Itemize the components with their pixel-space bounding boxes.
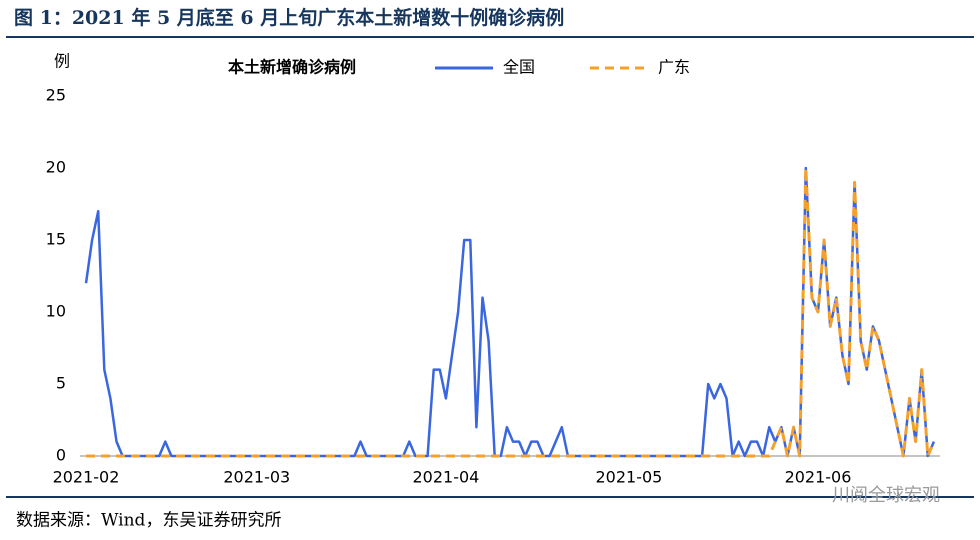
y-tick-label: 15	[46, 230, 66, 249]
x-tick-label: 2021-03	[223, 468, 290, 487]
source: 数据来源：Wind，东吴证券研究所	[16, 511, 281, 531]
y-tick-label: 10	[46, 302, 66, 321]
x-tick-label: 2021-02	[53, 468, 120, 487]
legend-title: 本土新增确诊病例	[228, 58, 356, 77]
series-line	[86, 166, 936, 458]
legend-label: 广东	[658, 58, 690, 77]
x-tick-label: 2021-06	[785, 468, 852, 487]
chart-title: 图 1：2021 年 5 月底至 6 月上旬广东本土新增数十例确诊病例	[14, 6, 564, 29]
legend-label: 全国	[503, 58, 535, 77]
y-tick-label: 25	[46, 86, 66, 105]
y-tick-label: 5	[56, 374, 66, 393]
x-tick-label: 2021-04	[412, 468, 479, 487]
series-line	[84, 166, 936, 458]
y-unit: 例	[54, 52, 70, 71]
watermark: 川阅全球宏观	[832, 485, 940, 506]
x-tick-label: 2021-05	[595, 468, 662, 487]
y-tick-label: 20	[46, 158, 66, 177]
y-tick-label: 0	[56, 446, 66, 465]
